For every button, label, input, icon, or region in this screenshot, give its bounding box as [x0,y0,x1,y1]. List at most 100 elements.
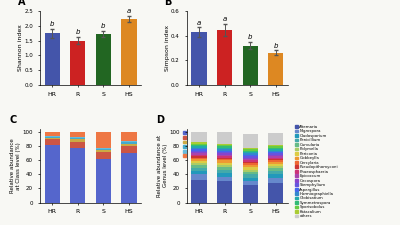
Bar [217,144,232,145]
Bar [268,160,283,162]
Bar [70,140,86,142]
Text: b: b [274,43,278,49]
Bar [268,178,283,183]
Bar [242,162,258,163]
Y-axis label: Relative abundance at
Genus level (%): Relative abundance at Genus level (%) [157,135,168,197]
Bar [70,138,86,140]
Bar [217,153,232,155]
Bar [242,155,258,156]
Bar [242,165,258,167]
Bar [191,144,207,145]
Bar [268,162,283,164]
Bar [242,167,258,170]
Bar [70,137,86,138]
Bar [45,136,60,137]
Bar [191,165,207,168]
Bar [191,132,207,142]
Bar [217,146,232,148]
Bar [268,151,283,152]
Bar [217,173,232,177]
Bar [191,142,207,144]
Bar [242,134,258,148]
Bar [268,168,283,171]
Bar [217,151,232,152]
Bar [268,159,283,160]
Bar [242,149,258,151]
Bar [217,158,232,159]
Bar [268,183,283,202]
Bar [191,156,207,158]
Legend: Dothideomycetes, Sordariomycetes, Eurotiomycetes, Tremellomycetes, Agaricomycete: Dothideomycetes, Sordariomycetes, Euroti… [181,130,225,160]
Bar [45,133,60,136]
Bar [242,156,258,158]
Bar [191,149,207,151]
Bar [268,148,283,149]
Text: b: b [101,23,106,29]
Bar [191,155,207,156]
Bar [268,156,283,158]
Bar [191,180,207,202]
Bar [217,167,232,170]
Text: a: a [127,8,131,14]
Bar [242,160,258,162]
Bar [96,150,111,152]
Bar [268,171,283,174]
Bar [191,145,207,146]
Bar [242,153,258,155]
Bar [96,152,111,159]
Y-axis label: Relative abundance
at Class level (%): Relative abundance at Class level (%) [10,138,21,193]
Bar [242,151,258,152]
Bar [191,148,207,149]
Bar [191,159,207,161]
Bar [268,174,283,178]
Bar [268,149,283,151]
Bar [242,174,258,178]
Bar [96,34,111,85]
Bar [217,159,232,160]
Bar [242,170,258,172]
Bar [45,33,60,85]
Bar [217,165,232,167]
Bar [268,155,283,156]
Bar [268,152,283,153]
Bar [45,137,60,138]
Bar [268,166,283,168]
Bar [191,163,207,165]
Text: b: b [76,29,80,35]
Text: b: b [50,21,54,27]
Bar [217,152,232,153]
Text: b: b [248,34,252,40]
Bar [217,163,232,165]
Bar [45,145,60,202]
Bar [70,41,86,85]
Bar [191,151,207,152]
Bar [217,170,232,173]
Bar [70,142,86,148]
Bar [121,19,137,85]
Bar [217,177,232,182]
Bar [268,133,283,145]
Text: B: B [164,0,172,7]
Bar [121,146,137,153]
Legend: Alternaria, Nigrospora, Cladosporium, Penicillium, Curvularia, Polymella, Perico: Alternaria, Nigrospora, Cladosporium, Pe… [295,125,338,218]
Bar [121,133,137,141]
Text: A: A [18,0,25,7]
Bar [191,146,207,148]
Bar [121,141,137,142]
Bar [242,46,258,85]
Y-axis label: Simpson index: Simpson index [165,25,170,71]
Bar [191,153,207,155]
Bar [191,171,207,174]
Bar [268,164,283,166]
Bar [191,158,207,159]
Bar [242,178,258,181]
Bar [191,161,207,163]
Bar [268,153,283,155]
Bar [96,148,111,150]
Bar [191,168,207,171]
Bar [45,140,60,145]
Bar [242,172,258,174]
Bar [242,148,258,149]
Bar [217,155,232,156]
Bar [96,133,111,148]
